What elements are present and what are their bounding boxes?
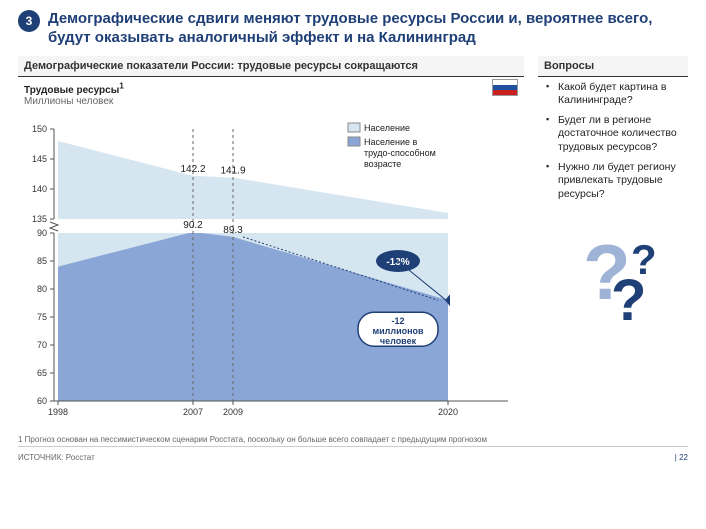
svg-text:возрасте: возрасте xyxy=(364,159,401,169)
svg-text:-13%: -13% xyxy=(386,257,409,268)
right-panel-heading: Вопросы xyxy=(538,56,688,77)
svg-text:1998: 1998 xyxy=(48,407,68,417)
svg-text:65: 65 xyxy=(37,368,47,378)
question-mark-svg: ? ? ? xyxy=(553,224,673,334)
svg-text:60: 60 xyxy=(37,396,47,406)
svg-text:миллионов: миллионов xyxy=(372,326,424,336)
question-item: Какой будет картина в Калининграде? xyxy=(550,81,688,108)
footnote: 1 Прогноз основан на пессимистическом сц… xyxy=(18,435,688,447)
russia-flag-icon xyxy=(492,79,518,96)
left-panel: Демографические показатели России: трудо… xyxy=(18,56,524,427)
svg-text:135: 135 xyxy=(32,214,47,224)
slide-header: 3 Демографические сдвиги меняют трудовые… xyxy=(18,10,688,48)
right-panel: Вопросы Какой будет картина в Калинингра… xyxy=(538,56,688,427)
source-label: ИСТОЧНИК: Росстат xyxy=(18,453,95,462)
slide-number-badge: 3 xyxy=(18,10,40,32)
left-panel-heading: Демографические показатели России: трудо… xyxy=(18,56,524,77)
svg-text:142.2: 142.2 xyxy=(180,164,205,175)
svg-text:человек: человек xyxy=(380,336,417,346)
svg-text:трудо-способном: трудо-способном xyxy=(364,148,436,158)
svg-text:140: 140 xyxy=(32,184,47,194)
subheading-title: Трудовые ресурсы xyxy=(24,85,119,96)
subheading-units: Миллионы человек xyxy=(24,96,113,107)
svg-text:Население: Население xyxy=(364,123,410,133)
svg-text:75: 75 xyxy=(37,312,47,322)
question-item: Будет ли в регионе достаточное количеств… xyxy=(550,114,688,155)
svg-text:Население в: Население в xyxy=(364,137,417,147)
svg-text:141.9: 141.9 xyxy=(220,165,245,176)
svg-text:80: 80 xyxy=(37,284,47,294)
svg-text:2009: 2009 xyxy=(223,407,243,417)
svg-text:90.2: 90.2 xyxy=(183,220,203,231)
svg-text:150: 150 xyxy=(32,124,47,134)
svg-text:-12: -12 xyxy=(391,316,404,326)
question-item: Нужно ли будет региону привлекать трудов… xyxy=(550,161,688,202)
svg-text:70: 70 xyxy=(37,340,47,350)
questions-list: Какой будет картина в Калининграде? Будет… xyxy=(538,77,688,202)
left-panel-subheading: Трудовые ресурсы1 Миллионы человек xyxy=(18,77,524,107)
slide-title: Демографические сдвиги меняют трудовые р… xyxy=(48,10,688,48)
svg-text:2020: 2020 xyxy=(438,407,458,417)
labor-chart-svg: 135 140 145 150 60 65 70 75 80 85 90 1998 2007 2009 20… xyxy=(18,111,518,431)
labor-chart: 135 140 145 150 60 65 70 75 80 85 90 1998 2007 2009 20… xyxy=(18,107,524,427)
svg-text:?: ? xyxy=(611,268,646,333)
question-mark-icon: ? ? ? xyxy=(538,208,688,339)
svg-text:90: 90 xyxy=(37,228,47,238)
svg-text:2007: 2007 xyxy=(183,407,203,417)
page-number: 22 xyxy=(675,453,688,462)
svg-text:89.3: 89.3 xyxy=(223,225,243,236)
svg-text:85: 85 xyxy=(37,256,47,266)
svg-text:145: 145 xyxy=(32,154,47,164)
subheading-sup: 1 xyxy=(119,81,124,91)
